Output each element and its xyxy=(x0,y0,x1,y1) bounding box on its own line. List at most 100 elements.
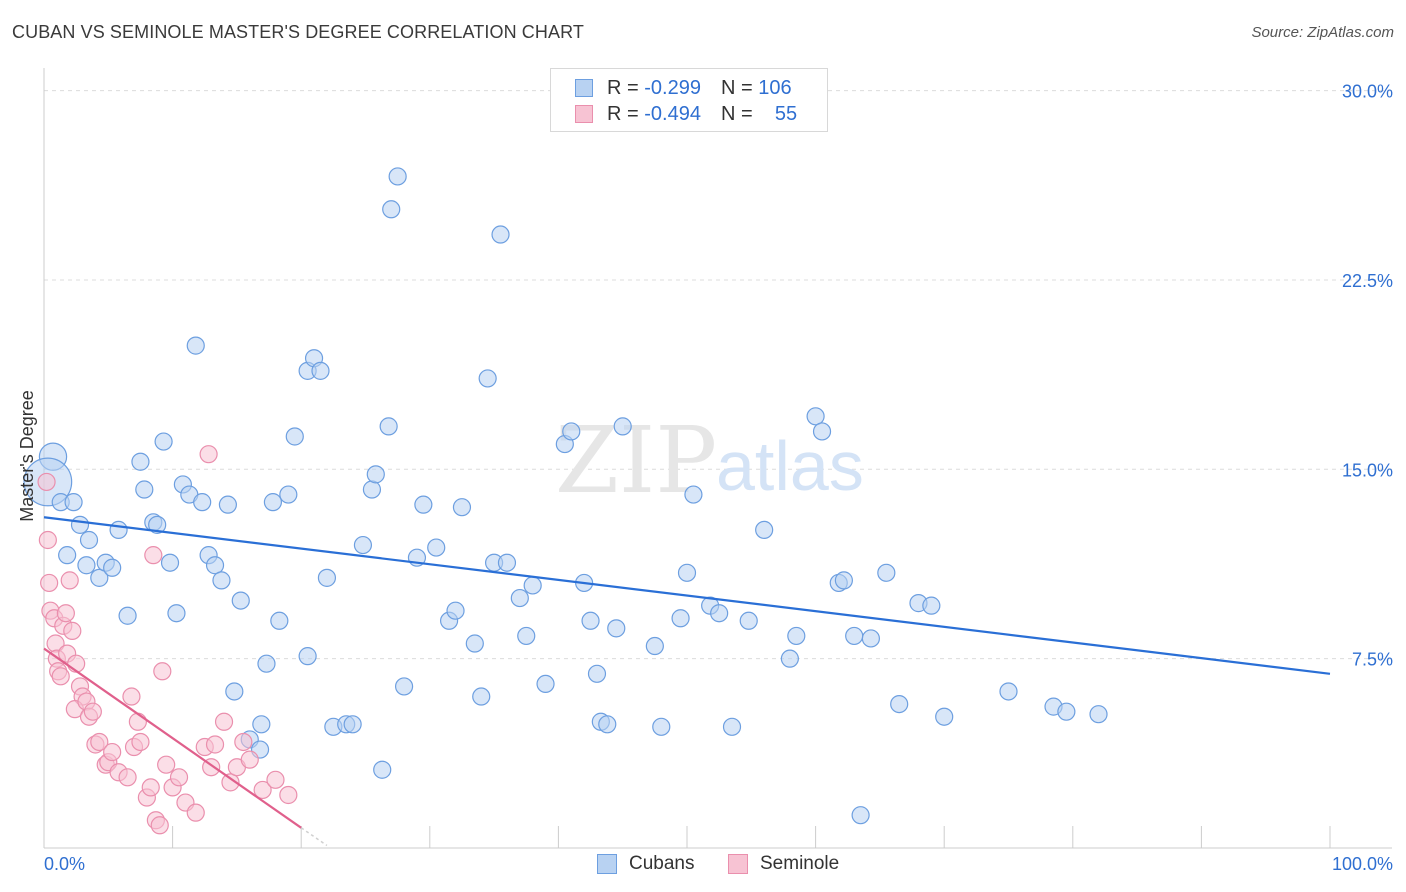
r-value-seminole: -0.494 xyxy=(644,102,701,125)
y-tick-label: 15.0% xyxy=(1342,460,1393,480)
cubans-point xyxy=(160,553,180,572)
cubans-point xyxy=(317,568,337,587)
cubans-point xyxy=(671,609,690,628)
cubans-point xyxy=(103,558,122,577)
cubans-point xyxy=(877,563,896,582)
cubans-point xyxy=(186,336,205,355)
cubans-point xyxy=(394,677,414,696)
seminole-point xyxy=(157,755,176,774)
seminole-point xyxy=(169,768,189,787)
cubans-point xyxy=(109,520,128,540)
seminole-point xyxy=(83,702,102,721)
chart-title: CUBAN VS SEMINOLE MASTER'S DEGREE CORREL… xyxy=(12,22,584,42)
cubans-point xyxy=(388,167,407,186)
cubans-point xyxy=(64,493,83,512)
seminole-point xyxy=(141,778,160,797)
cubans-point xyxy=(587,664,607,683)
r-value-cubans: -0.299 xyxy=(644,76,701,99)
seminole-point xyxy=(199,445,218,464)
cubans-point xyxy=(90,568,109,587)
y-tick-label: 30.0% xyxy=(1342,82,1393,102)
points xyxy=(23,167,1108,835)
cubans-legend-swatch xyxy=(597,854,617,874)
seminole-point xyxy=(205,735,225,754)
cubans-point xyxy=(1089,705,1108,724)
cubans-point xyxy=(645,636,664,656)
seminole-point xyxy=(38,530,57,550)
seminole-point xyxy=(221,773,240,792)
cubans-point xyxy=(935,707,954,726)
stats-legend: R = -0.299 N = 106 R = -0.494 N = 55 xyxy=(550,68,828,132)
y-tick-label: 7.5% xyxy=(1352,650,1393,670)
cubans-point xyxy=(154,432,173,451)
seminole-point xyxy=(150,816,169,835)
seminole-point xyxy=(37,472,56,492)
cubans-point xyxy=(710,604,729,623)
cubans-point xyxy=(427,538,446,557)
cubans-point xyxy=(77,556,96,575)
source-label: Source: ZipAtlas.com xyxy=(1251,24,1394,41)
cubans-swatch xyxy=(575,79,593,97)
cubans-point xyxy=(257,654,276,673)
cubans-point xyxy=(598,715,617,734)
cubans-point xyxy=(787,626,806,646)
seminole-legend-swatch xyxy=(728,854,748,874)
seminole-point xyxy=(253,780,272,800)
seminole-trend-extension xyxy=(300,827,328,847)
seminole-point xyxy=(60,571,79,590)
y-tick-label: 22.5% xyxy=(1342,271,1393,291)
cubans-point xyxy=(465,634,484,653)
seminole-point xyxy=(90,732,109,752)
cubans-point xyxy=(478,369,497,388)
cubans-point xyxy=(861,629,880,648)
seminole-point xyxy=(240,750,259,769)
cubans-point xyxy=(70,515,90,534)
legend-item-seminole[interactable]: Seminole xyxy=(728,852,839,876)
cubans-trend-line xyxy=(43,516,1331,675)
seminole-point xyxy=(144,546,163,565)
cubans-point xyxy=(285,427,304,446)
cubans-point xyxy=(135,480,154,499)
watermark-atlas: atlas xyxy=(716,427,864,505)
cubans-point xyxy=(79,530,99,550)
r-label: R = xyxy=(607,102,639,125)
cubans-point xyxy=(722,717,742,736)
seminole-point xyxy=(56,604,75,623)
tick-labels: 7.5% 15.0% 22.5% 30.0% 0.0% 100.0% xyxy=(44,82,1393,874)
cubans-point xyxy=(263,493,283,512)
seminole-point xyxy=(234,732,253,752)
cubans-point xyxy=(118,606,137,625)
r-label: R = xyxy=(607,76,639,99)
cubans-point xyxy=(523,576,542,595)
y-axis-label: Master's Degree xyxy=(17,390,37,521)
cubans-point xyxy=(379,417,398,436)
cubans-point xyxy=(812,422,832,441)
cubans-point xyxy=(298,647,317,666)
seminole-point xyxy=(186,803,205,822)
cubans-point xyxy=(845,626,864,646)
seminole-point xyxy=(128,712,147,731)
seminole-point xyxy=(214,712,234,731)
legend-row-seminole: R = -0.494 N = 55 xyxy=(575,101,797,127)
legend-row-cubans: R = -0.299 N = 106 xyxy=(575,75,792,101)
cubans-point xyxy=(279,485,298,504)
cubans-point xyxy=(677,563,697,582)
cubans-point xyxy=(311,361,330,380)
cubans-point xyxy=(562,422,581,441)
seminole-point xyxy=(40,573,59,593)
cubans-point xyxy=(205,556,225,575)
seminole-point xyxy=(153,662,172,681)
cubans-point xyxy=(890,694,909,714)
legend-item-cubans[interactable]: Cubans xyxy=(597,852,695,876)
seminole-legend-label: Seminole xyxy=(760,853,840,874)
cubans-point xyxy=(362,480,382,499)
cubans-point xyxy=(446,601,465,620)
cubans-point xyxy=(739,611,758,630)
seminole-point xyxy=(266,770,285,789)
cubans-point xyxy=(343,715,362,734)
cubans-point xyxy=(193,493,212,512)
cubans-point xyxy=(366,465,385,484)
cubans-point xyxy=(472,687,491,706)
cubans-point xyxy=(999,682,1018,701)
cubans-point xyxy=(58,546,77,565)
